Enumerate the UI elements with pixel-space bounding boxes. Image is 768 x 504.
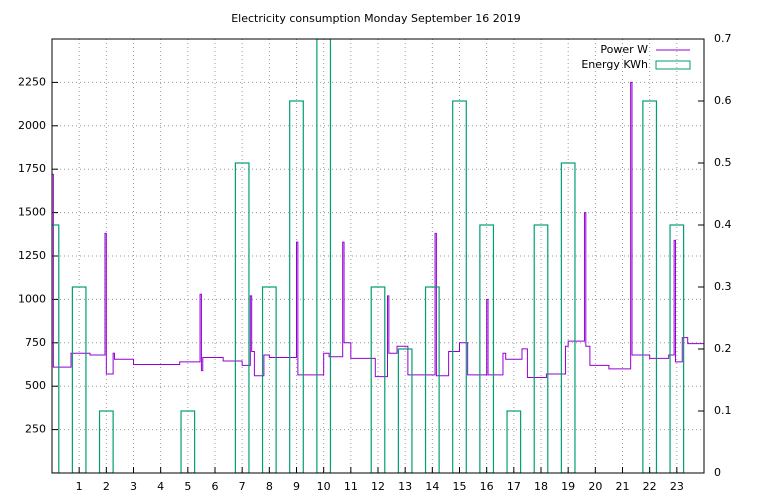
y2-tick-label: 0.6 [714,94,732,107]
y-tick-label: 1250 [18,249,46,262]
y2-tick-label: 0.5 [714,156,732,169]
energy-bar [424,286,440,473]
x-tick-label: 12 [371,480,385,493]
y2-tick-label: 0 [714,466,721,479]
y-tick-label: 2250 [18,75,46,88]
y2-tick-label: 0.3 [714,280,732,293]
energy-bar [370,286,386,473]
x-tick-label: 4 [157,480,164,493]
energy-bar [289,100,304,473]
energy-bar [642,100,658,473]
energy-bar [479,224,495,473]
energy-bar [234,162,250,473]
legend-label: Power W [600,43,648,56]
plot-area [52,39,704,473]
y2-tick-label: 0.2 [714,342,732,355]
energy-bar [397,348,413,473]
energy-bar [316,39,332,473]
energy-bar [52,224,60,473]
x-tick-label: 21 [616,480,630,493]
power-line [52,81,704,379]
energy-bar [533,224,549,473]
energy-bar [98,410,114,473]
energy-bar [261,286,277,473]
chart-title: Electricity consumption Monday September… [231,12,521,25]
legend-label: Energy KWh [581,58,648,71]
x-tick-label: 1 [76,480,83,493]
x-tick-label: 15 [453,480,467,493]
y-tick-label: 1500 [18,206,46,219]
energy-bar [669,224,685,473]
y2-tick-label: 0.7 [714,32,732,45]
y-tick-label: 250 [25,423,46,436]
x-tick-label: 5 [184,480,191,493]
x-tick-label: 23 [670,480,684,493]
x-tick-label: 2 [103,480,110,493]
x-tick-label: 6 [212,480,219,493]
x-tick-label: 10 [317,480,331,493]
energy-bar [506,410,522,473]
y-tick-label: 1000 [18,292,46,305]
x-tick-label: 20 [588,480,602,493]
x-tick-label: 14 [425,480,439,493]
x-tick-label: 16 [480,480,494,493]
y2-tick-label: 0.4 [714,218,732,231]
y-tick-label: 2000 [18,119,46,132]
legend-swatch [655,60,691,70]
x-tick-label: 9 [293,480,300,493]
energy-bar [560,162,576,473]
x-tick-label: 18 [534,480,548,493]
energy-bar [180,410,196,473]
x-tick-label: 22 [643,480,657,493]
x-tick-label: 17 [507,480,521,493]
x-tick-label: 11 [344,480,358,493]
x-tick-label: 13 [398,480,412,493]
x-tick-label: 3 [130,480,137,493]
energy-bar [71,286,87,473]
y-tick-label: 750 [25,336,46,349]
x-tick-label: 7 [239,480,246,493]
frame [51,38,705,474]
x-tick-label: 8 [266,480,273,493]
x-tick-label: 19 [561,480,575,493]
y2-tick-label: 0.1 [714,404,732,417]
y-tick-label: 1750 [18,162,46,175]
y-tick-label: 500 [25,379,46,392]
energy-bar [452,100,467,473]
